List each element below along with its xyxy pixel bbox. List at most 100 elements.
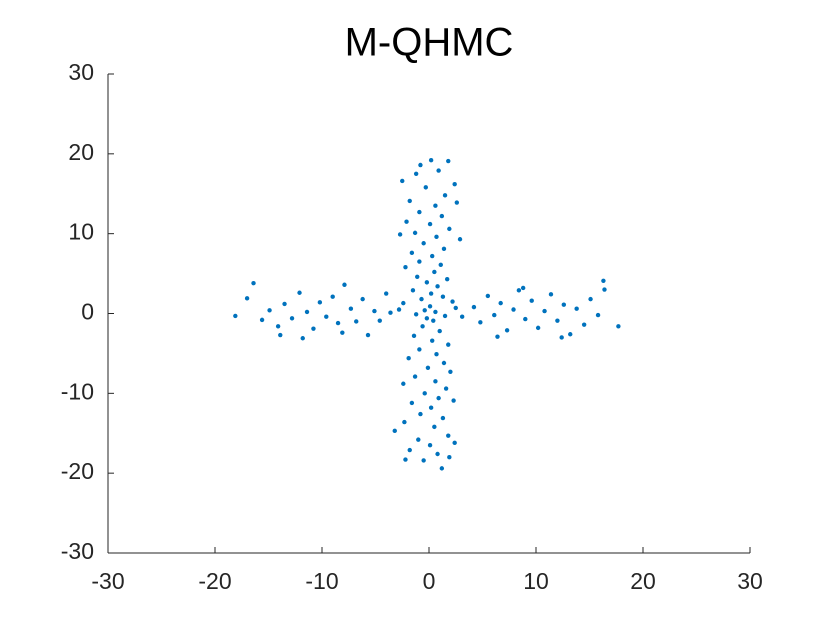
- point: [433, 379, 438, 384]
- point: [450, 299, 455, 304]
- y-tick-label: -30: [61, 538, 94, 564]
- point: [438, 262, 443, 268]
- point: [297, 290, 302, 295]
- point: [304, 309, 310, 315]
- point: [275, 324, 281, 329]
- x-tick-label: -20: [198, 568, 231, 594]
- point: [372, 308, 377, 314]
- point: [340, 330, 345, 335]
- y-tick-label: -20: [61, 458, 94, 484]
- point: [431, 318, 436, 323]
- point: [406, 356, 411, 361]
- point: [535, 325, 541, 331]
- point: [422, 391, 427, 396]
- point: [568, 332, 573, 337]
- point: [454, 200, 460, 205]
- point: [451, 398, 456, 403]
- point: [444, 276, 450, 282]
- point: [417, 347, 422, 352]
- point: [434, 352, 439, 357]
- point: [422, 308, 427, 313]
- point: [435, 451, 440, 457]
- point: [432, 269, 437, 275]
- point: [377, 318, 382, 323]
- point: [434, 234, 439, 240]
- point: [425, 365, 431, 370]
- point: [601, 278, 606, 283]
- point: [409, 250, 415, 256]
- x-tick-label: -30: [91, 568, 124, 594]
- point: [317, 300, 323, 305]
- y-tick-label: 20: [68, 139, 94, 165]
- point: [410, 288, 416, 293]
- point: [413, 312, 419, 317]
- x-tick-label: 0: [423, 568, 436, 594]
- point: [282, 301, 287, 307]
- point: [392, 428, 397, 434]
- point: [401, 381, 406, 386]
- point: [427, 443, 433, 448]
- point: [416, 437, 421, 442]
- point: [448, 369, 453, 374]
- x-tick-label: 10: [523, 568, 549, 594]
- point: [504, 328, 510, 333]
- point: [452, 440, 457, 446]
- point: [311, 326, 316, 331]
- point: [412, 230, 418, 236]
- point: [402, 419, 407, 425]
- point: [427, 221, 433, 227]
- point: [428, 291, 434, 296]
- point: [388, 310, 393, 315]
- point: [439, 213, 445, 219]
- x-tick-label: -10: [305, 568, 338, 594]
- point: [459, 314, 465, 319]
- point: [330, 294, 335, 299]
- point: [520, 285, 526, 291]
- point: [403, 457, 408, 462]
- point: [278, 332, 283, 338]
- point: [452, 181, 457, 187]
- point: [423, 185, 428, 190]
- point: [418, 411, 423, 417]
- point: [428, 158, 434, 163]
- point: [457, 237, 463, 242]
- point: [412, 374, 418, 379]
- y-tick-label: 30: [68, 59, 94, 85]
- point: [446, 342, 451, 347]
- point: [421, 241, 426, 246]
- point: [404, 219, 409, 224]
- point: [417, 259, 422, 264]
- point: [244, 296, 250, 301]
- point: [447, 455, 452, 460]
- point: [424, 316, 430, 321]
- chart-title: M-QHMC: [345, 21, 514, 65]
- point: [439, 466, 445, 471]
- point: [360, 296, 365, 302]
- point: [430, 253, 435, 259]
- point: [435, 284, 440, 289]
- point: [542, 308, 547, 314]
- point: [555, 318, 560, 323]
- y-tick-label: -10: [61, 378, 94, 404]
- point: [430, 338, 435, 343]
- point: [446, 433, 451, 438]
- point: [335, 320, 341, 326]
- point: [418, 162, 423, 168]
- point: [407, 447, 412, 453]
- point: [440, 294, 446, 299]
- point: [440, 415, 446, 421]
- point: [511, 307, 516, 312]
- point: [424, 280, 430, 285]
- point: [495, 334, 500, 339]
- point: [400, 178, 405, 184]
- point: [348, 306, 354, 311]
- point: [415, 274, 420, 279]
- point: [397, 232, 403, 237]
- point: [441, 246, 447, 252]
- point: [453, 305, 458, 311]
- point: [436, 168, 441, 173]
- point: [300, 336, 305, 341]
- point: [354, 319, 359, 324]
- point: [441, 360, 447, 366]
